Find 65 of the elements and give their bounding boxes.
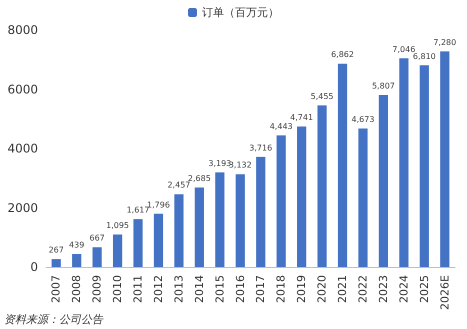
x-tick-label: 2025: [418, 275, 431, 303]
x-tick-label: 2018: [274, 275, 288, 303]
x-tick-label: 2017: [254, 275, 268, 303]
y-tick-label: 0: [30, 260, 38, 274]
bar: [112, 234, 122, 267]
x-tick-label: 2011: [132, 275, 145, 303]
data-label: 4,443: [270, 122, 293, 131]
legend-label: 订单（百万元）: [202, 6, 279, 19]
data-label: 2,685: [188, 174, 211, 183]
x-tick-label: 2014: [192, 275, 206, 303]
bar: [133, 219, 143, 267]
bar: [420, 65, 429, 267]
data-label: 2,457: [167, 180, 190, 190]
bar: [338, 64, 348, 267]
x-tick-label: 2013: [172, 275, 186, 303]
y-tick-label: 8000: [7, 23, 38, 37]
x-tick-label: 2020: [316, 275, 329, 303]
data-label: 5,807: [372, 81, 395, 90]
x-tick-label: 2021: [336, 275, 350, 303]
data-label: 7,046: [392, 44, 416, 54]
y-tick-label: 6000: [7, 82, 38, 96]
bar: [215, 172, 224, 267]
data-label: 7,280: [433, 38, 456, 47]
data-label: 6,810: [412, 52, 436, 61]
data-label: 5,455: [310, 92, 334, 101]
bar: [256, 156, 266, 267]
x-tick-label: 2016: [234, 275, 247, 303]
bar: [440, 51, 450, 267]
bar: [194, 187, 204, 267]
text: 资料来源：公司公告: [4, 313, 104, 326]
data-label: 439: [69, 240, 84, 250]
x-tick-label: 2012: [152, 275, 165, 303]
data-label: 1,617: [126, 206, 150, 215]
bar: [297, 126, 306, 267]
bar: [92, 247, 102, 267]
x-tick-label: 2022: [356, 275, 370, 303]
data-label: 4,741: [290, 113, 314, 122]
data-label: 4,673: [352, 115, 374, 124]
y-tick-label: 4000: [7, 142, 38, 156]
bar: [276, 135, 286, 267]
x-tick-label: 2010: [111, 275, 124, 303]
x-tick-label: 2023: [376, 275, 390, 303]
bar: [317, 105, 327, 267]
bar: [399, 58, 408, 267]
data-label: 3,716: [249, 143, 272, 152]
x-tick-label: 2007: [50, 275, 63, 303]
bar: [72, 254, 82, 267]
data-label: 267: [48, 246, 64, 255]
x-tick-label: 2008: [70, 275, 84, 303]
bar: [154, 214, 164, 267]
x-tick-label: 2024: [397, 275, 410, 303]
bar: [52, 259, 61, 267]
data-label: 667: [89, 234, 105, 243]
y-tick-label: 2000: [7, 200, 38, 215]
bar: [358, 128, 368, 267]
data-label: 1,796: [147, 200, 170, 210]
bar: [174, 194, 184, 267]
data-label: 1,095: [106, 221, 130, 230]
x-tick-label: 2019: [295, 275, 308, 303]
x-tick-label: 2026E: [438, 274, 452, 310]
x-tick-label: 2009: [90, 275, 104, 303]
data-label: 6,862: [331, 50, 354, 60]
bar: [378, 94, 388, 267]
bar: [236, 174, 245, 267]
x-tick-label: 2015: [213, 275, 226, 303]
